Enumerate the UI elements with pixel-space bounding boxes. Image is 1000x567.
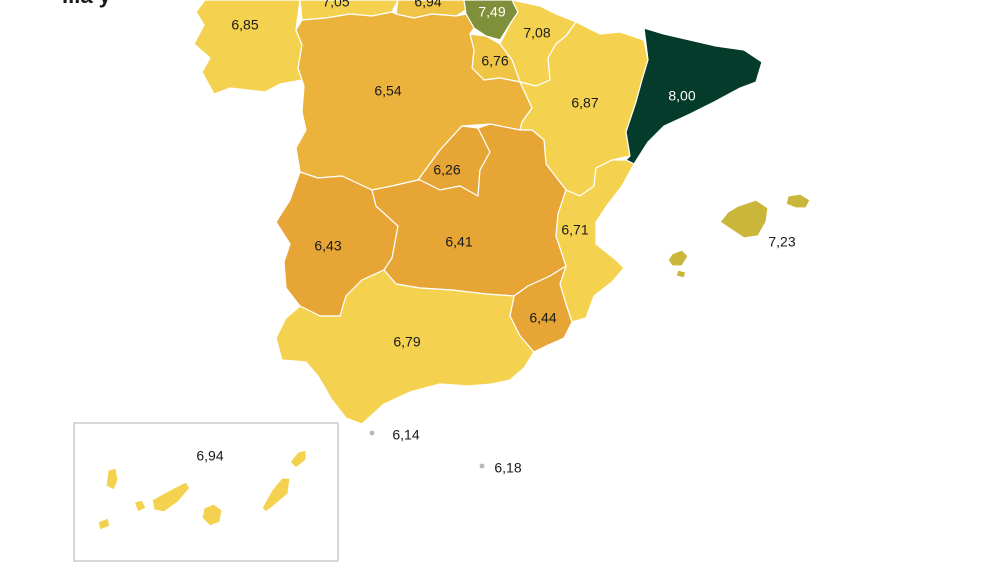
label-navarra: 7,08 — [523, 25, 550, 41]
label-castilla-leon: 6,54 — [374, 83, 401, 99]
canarias-el-hierro[interactable] — [97, 517, 111, 531]
canarias-inset-frame — [73, 422, 339, 562]
label-valencia: 6,71 — [561, 222, 588, 238]
region-melilla[interactable] — [479, 463, 485, 469]
label-cataluna: 8,00 — [668, 88, 695, 104]
label-asturias: 7,05 — [322, 0, 349, 10]
region-baleares-menorca[interactable] — [785, 193, 811, 209]
label-cantabria: 6,94 — [414, 0, 441, 10]
canarias-la-gomera[interactable] — [133, 499, 147, 513]
label-ceuta: 6,14 — [392, 427, 419, 443]
label-andalucia: 6,79 — [393, 334, 420, 350]
region-ceuta[interactable] — [369, 430, 375, 436]
label-castilla-la-mancha: 6,41 — [445, 234, 472, 250]
label-la-rioja: 6,76 — [481, 53, 508, 69]
label-murcia: 6,44 — [529, 310, 556, 326]
canarias-tenerife[interactable] — [151, 481, 191, 513]
label-baleares: 7,23 — [768, 234, 795, 250]
region-cataluna[interactable] — [625, 27, 763, 165]
label-melilla: 6,18 — [494, 460, 521, 476]
label-extremadura: 6,43 — [314, 238, 341, 254]
map-title-fragment: ...a y — [62, 0, 112, 8]
region-baleares-ibiza[interactable] — [667, 249, 689, 267]
label-aragon: 6,87 — [571, 95, 598, 111]
canarias-fuerteventura[interactable] — [261, 477, 291, 513]
canarias-gran-canaria[interactable] — [201, 503, 223, 527]
label-pais-vasco: 7,49 — [478, 4, 505, 20]
region-galicia[interactable] — [193, 0, 303, 95]
canarias-la-palma[interactable] — [105, 467, 119, 491]
region-canarias[interactable] — [97, 449, 307, 531]
region-baleares-mallorca[interactable] — [719, 199, 769, 239]
region-baleares-formentera[interactable] — [675, 269, 687, 279]
region-andalucia[interactable] — [275, 269, 535, 425]
label-madrid: 6,26 — [433, 162, 460, 178]
label-canarias: 6,94 — [196, 448, 223, 464]
label-galicia: 6,85 — [231, 17, 258, 33]
canarias-lanzarote[interactable] — [289, 449, 307, 469]
